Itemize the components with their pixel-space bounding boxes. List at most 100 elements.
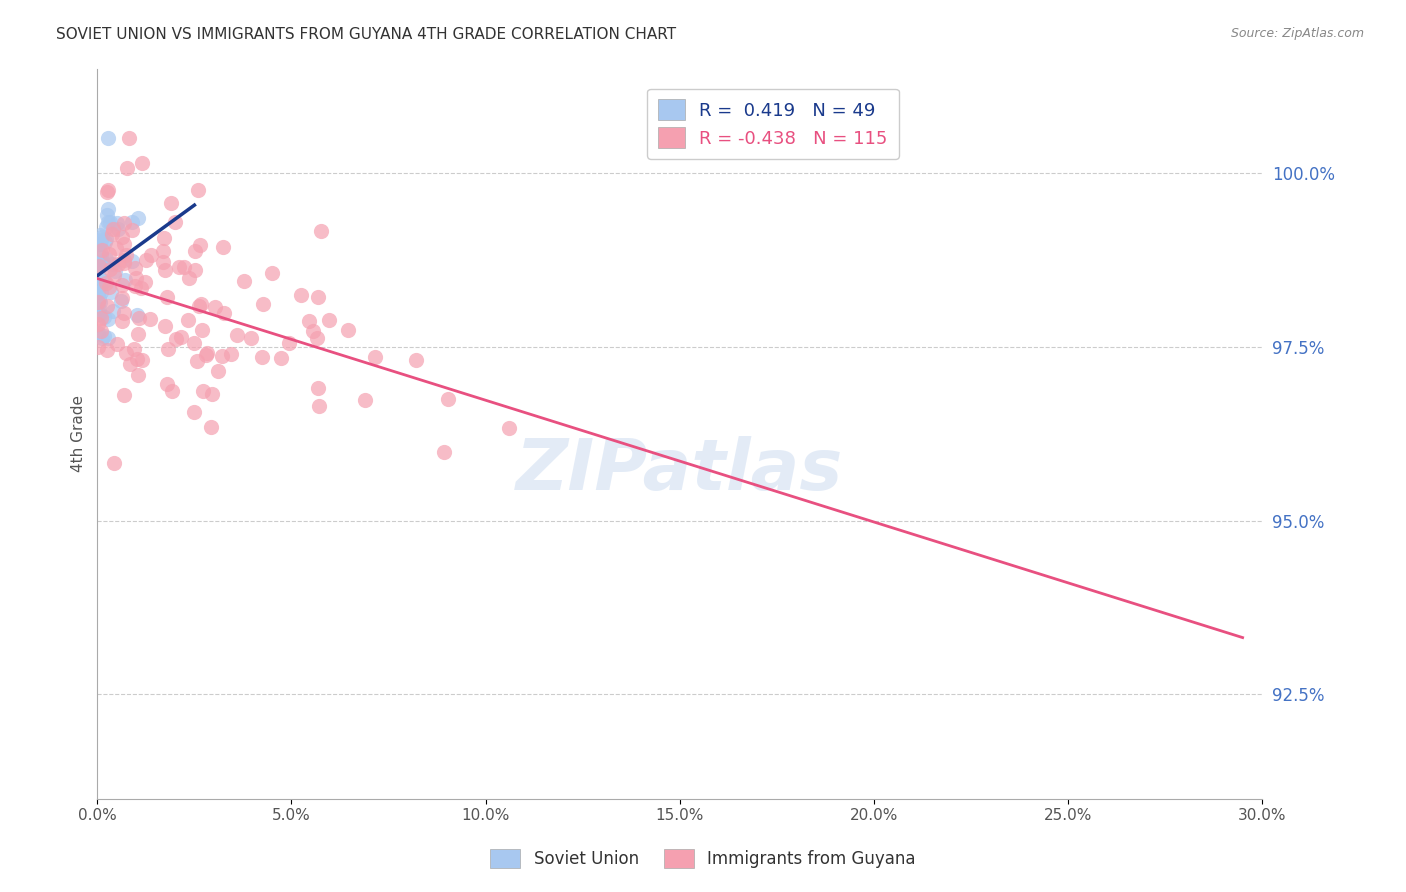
Point: [97, 215, 120, 229]
Point: [277, 335, 299, 350]
Point: [433, 445, 456, 459]
Point: [97, 330, 120, 344]
Point: [112, 256, 135, 270]
Point: [94, 235, 117, 249]
Point: [498, 420, 520, 434]
Point: [183, 244, 205, 258]
Point: [91, 258, 114, 272]
Point: [94, 232, 117, 246]
Point: [114, 248, 136, 262]
Point: [141, 248, 163, 262]
Point: [87, 340, 110, 354]
Point: [114, 273, 136, 287]
Point: [112, 252, 135, 267]
Point: [183, 336, 205, 351]
Point: [177, 271, 200, 285]
Point: [117, 161, 139, 175]
Point: [90, 233, 112, 247]
Point: [364, 350, 387, 364]
Point: [100, 257, 122, 271]
Point: [121, 214, 143, 228]
Point: [111, 314, 134, 328]
Point: [240, 331, 263, 345]
Point: [153, 263, 176, 277]
Point: [115, 346, 138, 360]
Point: [112, 215, 135, 229]
Point: [307, 381, 329, 395]
Point: [165, 332, 187, 346]
Point: [87, 268, 110, 283]
Point: [93, 310, 115, 324]
Point: [219, 346, 242, 360]
Point: [104, 241, 127, 255]
Point: [188, 299, 211, 313]
Point: [188, 238, 211, 252]
Point: [96, 185, 118, 199]
Point: [105, 336, 128, 351]
Point: [89, 236, 111, 251]
Point: [252, 297, 274, 311]
Point: [87, 278, 110, 293]
Point: [90, 331, 112, 345]
Text: SOVIET UNION VS IMMIGRANTS FROM GUYANA 4TH GRADE CORRELATION CHART: SOVIET UNION VS IMMIGRANTS FROM GUYANA 4…: [56, 27, 676, 42]
Point: [201, 387, 224, 401]
Point: [87, 302, 110, 317]
Point: [97, 247, 120, 261]
Point: [233, 275, 256, 289]
Point: [225, 328, 247, 343]
Point: [89, 292, 111, 306]
Point: [124, 271, 146, 285]
Point: [173, 260, 195, 275]
Point: [437, 392, 460, 406]
Point: [90, 257, 112, 271]
Point: [153, 319, 176, 334]
Text: Source: ZipAtlas.com: Source: ZipAtlas.com: [1230, 27, 1364, 40]
Point: [152, 244, 174, 259]
Point: [107, 221, 129, 235]
Point: [87, 256, 110, 270]
Point: [134, 275, 156, 289]
Point: [190, 297, 212, 311]
Point: [191, 384, 214, 398]
Point: [111, 230, 134, 244]
Point: [96, 208, 118, 222]
Point: [212, 306, 235, 320]
Point: [127, 352, 149, 367]
Point: [156, 376, 179, 391]
Point: [354, 393, 377, 408]
Point: [262, 266, 284, 280]
Point: [124, 342, 146, 356]
Point: [114, 387, 136, 401]
Point: [87, 307, 110, 321]
Point: [200, 419, 222, 434]
Point: [107, 257, 129, 271]
Point: [101, 304, 124, 318]
Point: [302, 324, 325, 338]
Point: [125, 308, 148, 322]
Point: [337, 323, 360, 337]
Point: [89, 237, 111, 252]
Point: [89, 228, 111, 243]
Point: [160, 384, 183, 398]
Point: [191, 322, 214, 336]
Point: [129, 281, 152, 295]
Point: [87, 294, 110, 309]
Point: [91, 243, 114, 257]
Point: [98, 280, 121, 294]
Point: [89, 307, 111, 321]
Point: [252, 350, 274, 364]
Point: [127, 327, 149, 342]
Point: [103, 268, 125, 283]
Point: [94, 277, 117, 291]
Point: [290, 287, 312, 301]
Point: [112, 306, 135, 320]
Point: [207, 364, 229, 378]
Point: [110, 294, 132, 309]
Point: [90, 247, 112, 261]
Point: [159, 195, 181, 210]
Point: [318, 313, 340, 327]
Point: [157, 343, 180, 357]
Point: [204, 300, 226, 314]
Point: [309, 224, 332, 238]
Point: [121, 223, 143, 237]
